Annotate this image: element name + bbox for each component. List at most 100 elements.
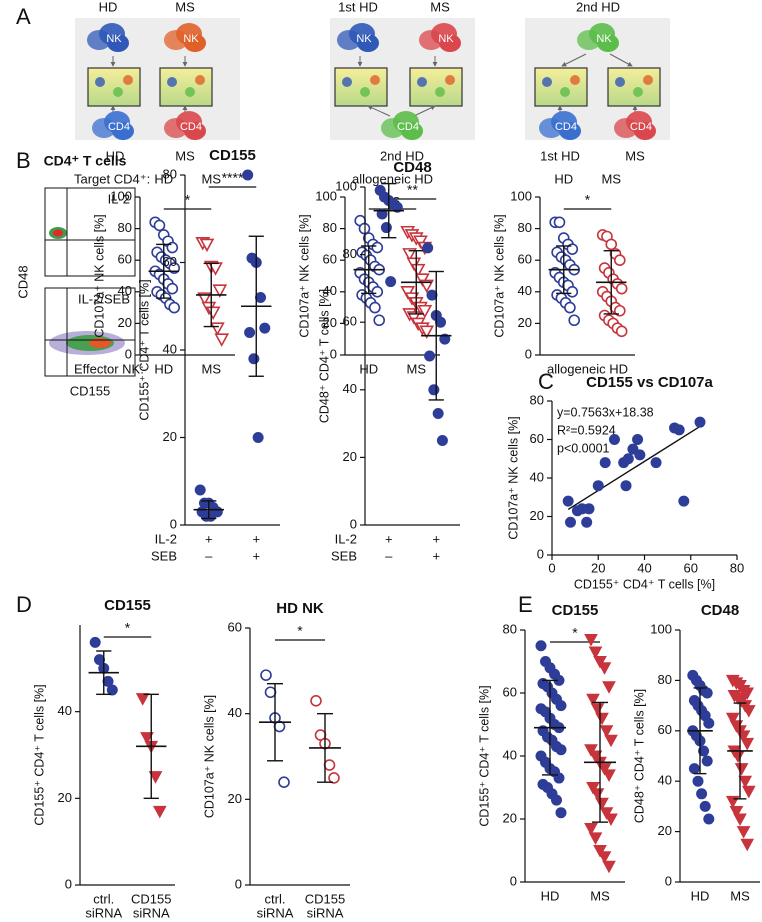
- y-tick-label: 0: [510, 873, 517, 888]
- data-point: [135, 693, 150, 706]
- data-point: [152, 805, 167, 819]
- data-point: [740, 838, 755, 852]
- well-cell: [542, 77, 552, 87]
- y-axis-label: CD107a⁺ NK cells [%]: [297, 214, 311, 337]
- data-point: [565, 516, 576, 528]
- data-point: [588, 832, 603, 845]
- y-tick-label: 80: [518, 220, 532, 235]
- significance-label: *: [572, 625, 578, 641]
- data-point: [613, 254, 626, 267]
- significance-label: *: [185, 192, 191, 208]
- data-point: [696, 788, 708, 800]
- schematic-label: MS: [625, 148, 645, 163]
- data-point: [435, 316, 447, 328]
- data-point: [734, 763, 749, 776]
- y-axis-label: CD107a⁺ NK cells [%]: [506, 416, 520, 539]
- arrow: [413, 105, 436, 117]
- y-tick-label: 20: [518, 315, 532, 330]
- x-tick-label: HD: [691, 888, 710, 903]
- x-tick-label: CD155: [131, 891, 171, 906]
- data-point: [602, 860, 616, 874]
- well: [607, 67, 661, 107]
- x-tick-label: –: [385, 548, 393, 563]
- y-tick-label: 100: [335, 178, 357, 193]
- y-tick-label: 80: [118, 220, 132, 235]
- y-tick-label: 100: [510, 188, 532, 203]
- cell-label: CD4: [397, 121, 419, 133]
- y-tick-label: 40: [518, 283, 532, 298]
- y-tick-label: 60: [343, 314, 357, 329]
- well: [334, 67, 388, 107]
- y-tick-label: 20: [163, 429, 177, 444]
- x-tick-label: siRNA: [85, 905, 122, 920]
- data-point: [210, 322, 225, 336]
- cell-label: NK: [183, 33, 199, 45]
- y-tick-label: 0: [125, 346, 132, 361]
- y-tick-label: 100: [110, 188, 132, 203]
- data-point: [703, 813, 715, 825]
- data-point: [168, 301, 180, 314]
- data-point: [632, 434, 644, 445]
- panel-label: A: [16, 4, 31, 29]
- well-cell: [633, 87, 643, 97]
- y-tick-label: 40: [58, 703, 72, 718]
- flow-population: [53, 229, 63, 237]
- schematic-label: 1st HD: [540, 148, 580, 163]
- x-tick-label: +: [432, 548, 440, 563]
- well: [159, 67, 213, 107]
- fit-label: y=0.7563x+18.38: [557, 405, 654, 419]
- cell: [184, 122, 206, 140]
- data-point: [376, 208, 388, 220]
- well-cell: [643, 75, 653, 85]
- data-point: [595, 797, 609, 811]
- well-cell: [123, 75, 133, 85]
- data-point: [400, 285, 416, 300]
- data-point: [615, 282, 628, 295]
- data-point: [597, 763, 612, 776]
- x-tick-label: +: [252, 531, 260, 546]
- data-point: [699, 800, 711, 812]
- data-point: [595, 712, 609, 726]
- data-point: [424, 350, 436, 362]
- data-point: [678, 495, 690, 507]
- x-tick-label: CD155: [305, 891, 345, 906]
- data-point: [323, 759, 336, 771]
- x-top-label: HD: [154, 171, 173, 186]
- x-header: allogeneic HD: [352, 171, 433, 186]
- y-tick-label: 60: [163, 254, 177, 269]
- data-point: [426, 289, 438, 301]
- data-point: [406, 311, 422, 325]
- y-tick-label: 80: [163, 166, 177, 181]
- row-label: IL-2: [335, 531, 357, 546]
- schematic-label: 2nd HD: [380, 148, 424, 163]
- flow-plot-label: IL-2/SEB: [78, 291, 130, 306]
- y-axis-label: CD48⁺ CD4⁺ T cells [%]: [632, 689, 646, 823]
- cell: [634, 122, 656, 140]
- annotation: R²=0.5924: [557, 423, 616, 437]
- data-point: [694, 416, 706, 428]
- x-axis-label: allogeneic HD: [547, 361, 628, 376]
- significance-label: *: [297, 623, 303, 639]
- data-point: [385, 276, 397, 288]
- data-point: [402, 248, 417, 262]
- x-tick-label: ctrl.: [265, 891, 286, 906]
- y-tick-label: 40: [163, 341, 177, 356]
- flow-ylabel: CD48: [15, 265, 30, 298]
- y-tick-label: 0: [525, 346, 532, 361]
- well-cell: [167, 77, 177, 87]
- data-point: [566, 285, 579, 298]
- data-point: [310, 695, 322, 707]
- schematic-label: HD: [99, 0, 118, 14]
- significance-label: **: [407, 182, 418, 198]
- data-point: [436, 435, 448, 446]
- data-point: [244, 327, 256, 338]
- chart-title: CD48: [393, 159, 431, 176]
- data-point: [417, 304, 433, 319]
- schematic-label: 2nd HD: [576, 0, 620, 14]
- well-cell: [95, 77, 105, 87]
- data-point: [148, 771, 163, 784]
- cell-label: CD4: [108, 121, 130, 133]
- data-point: [252, 432, 264, 443]
- data-point: [242, 169, 254, 181]
